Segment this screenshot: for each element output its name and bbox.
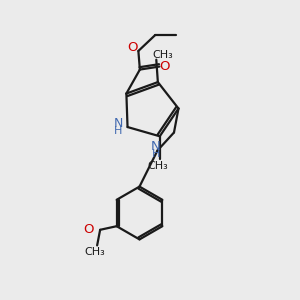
- Text: CH₃: CH₃: [152, 50, 173, 60]
- Text: N: N: [151, 140, 161, 153]
- Text: O: O: [127, 41, 138, 55]
- Text: H: H: [152, 148, 160, 158]
- Text: CH₃: CH₃: [147, 161, 168, 171]
- Text: O: O: [160, 60, 170, 73]
- Text: O: O: [84, 223, 94, 236]
- Text: CH₃: CH₃: [84, 247, 105, 257]
- Text: N: N: [114, 117, 123, 130]
- Text: H: H: [114, 126, 123, 136]
